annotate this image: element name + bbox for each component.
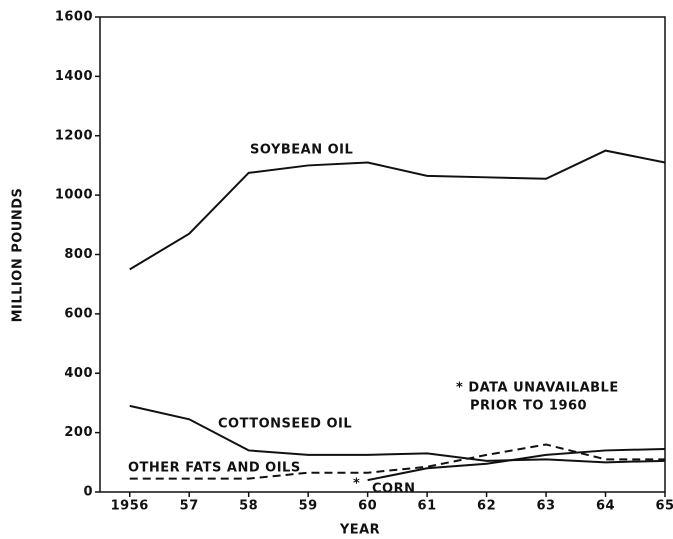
x-tick-label: 62 — [477, 499, 496, 514]
series-label: CORN — [372, 482, 415, 497]
x-tick-label: 58 — [239, 499, 258, 514]
x-tick-label: 61 — [418, 499, 437, 514]
x-tick-label: 57 — [180, 499, 199, 514]
x-tick-label: 1956 — [111, 499, 149, 514]
x-tick-label: 63 — [537, 499, 556, 514]
x-tick-label: 65 — [655, 499, 673, 514]
x-tick-label: 60 — [358, 499, 377, 514]
series-line — [129, 149, 666, 271]
y-tick-label: 400 — [64, 366, 93, 381]
y-tick-label: 0 — [83, 485, 93, 500]
y-tick-label: 800 — [64, 247, 93, 262]
x-axis-label: YEAR — [339, 523, 380, 538]
annotation: * — [353, 477, 360, 492]
y-tick-label: 1000 — [55, 188, 93, 203]
plot-frame — [99, 16, 666, 493]
x-tick-label: 64 — [596, 499, 615, 514]
y-tick-label: 1200 — [55, 128, 93, 143]
series-line — [367, 447, 666, 482]
y-tick-label: 1600 — [55, 10, 93, 25]
series-label: SOYBEAN OIL — [250, 143, 353, 158]
y-tick-label: 200 — [64, 425, 93, 440]
series-line — [129, 404, 666, 464]
annotation: PRIOR TO 1960 — [470, 399, 587, 414]
series-label: COTTONSEED OIL — [218, 417, 352, 432]
y-axis-label: MILLION POUNDS — [11, 188, 26, 323]
series-label: OTHER FATS AND OILS — [128, 461, 301, 476]
y-tick-label: 600 — [64, 306, 93, 321]
x-tick-label: 59 — [299, 499, 318, 514]
y-tick-label: 1400 — [55, 69, 93, 84]
annotation: * DATA UNAVAILABLE — [456, 381, 619, 396]
